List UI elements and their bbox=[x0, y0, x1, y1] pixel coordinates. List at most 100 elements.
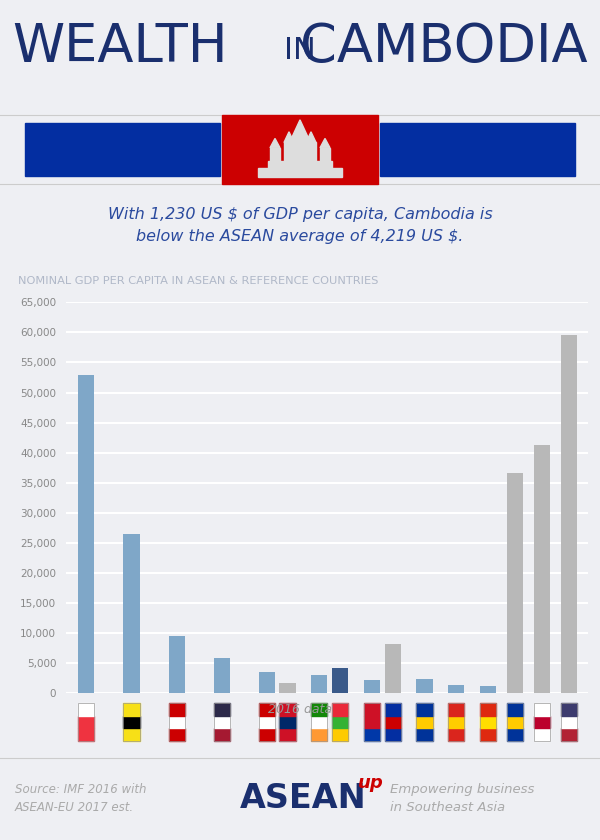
Bar bbox=[280, 716, 296, 728]
Bar bbox=[448, 728, 464, 741]
Text: up: up bbox=[358, 774, 384, 792]
Bar bbox=[479, 685, 496, 693]
Bar bbox=[561, 335, 577, 693]
Bar bbox=[534, 445, 550, 693]
Bar bbox=[416, 703, 433, 741]
Bar bbox=[169, 703, 185, 741]
Bar bbox=[506, 716, 523, 728]
Bar bbox=[124, 728, 140, 741]
Bar bbox=[385, 703, 401, 716]
Bar bbox=[25, 123, 220, 176]
Bar bbox=[169, 636, 185, 693]
Bar bbox=[364, 680, 380, 693]
Bar bbox=[561, 716, 577, 728]
Text: 2016 data: 2016 data bbox=[268, 703, 332, 716]
Bar bbox=[124, 716, 140, 728]
Bar bbox=[332, 703, 349, 741]
Text: WEALTH: WEALTH bbox=[12, 21, 227, 73]
Text: Empowering business
in Southeast Asia: Empowering business in Southeast Asia bbox=[390, 784, 535, 814]
Text: Source: IMF 2016 with
ASEAN-EU 2017 est.: Source: IMF 2016 with ASEAN-EU 2017 est. bbox=[15, 784, 146, 814]
Bar bbox=[448, 685, 464, 693]
Bar bbox=[214, 658, 230, 693]
Bar bbox=[311, 728, 327, 741]
Bar bbox=[214, 728, 230, 741]
Bar bbox=[416, 679, 433, 693]
Bar bbox=[332, 703, 349, 716]
Bar bbox=[364, 703, 380, 741]
Bar bbox=[506, 703, 523, 716]
Bar bbox=[416, 716, 433, 728]
Bar bbox=[78, 703, 94, 741]
Polygon shape bbox=[320, 139, 330, 148]
Bar bbox=[78, 375, 94, 693]
Bar bbox=[78, 716, 94, 728]
Bar bbox=[332, 728, 349, 741]
Bar bbox=[169, 716, 185, 728]
Bar bbox=[561, 703, 577, 716]
Bar bbox=[479, 728, 496, 741]
Bar bbox=[561, 728, 577, 741]
Bar bbox=[292, 137, 308, 161]
Bar bbox=[364, 716, 380, 728]
Bar bbox=[534, 716, 550, 728]
Bar bbox=[268, 161, 332, 168]
Bar bbox=[214, 716, 230, 728]
Text: With 1,230 US $ of GDP per capita, Cambodia is
below the ASEAN average of 4,219 : With 1,230 US $ of GDP per capita, Cambo… bbox=[107, 207, 493, 244]
Bar bbox=[280, 683, 296, 693]
Bar bbox=[479, 703, 496, 741]
Bar bbox=[284, 143, 294, 161]
Bar bbox=[259, 703, 275, 716]
Polygon shape bbox=[284, 132, 294, 143]
Bar bbox=[259, 671, 275, 693]
Bar bbox=[448, 703, 464, 716]
Bar bbox=[311, 703, 327, 741]
Bar bbox=[364, 703, 380, 716]
Bar bbox=[270, 148, 280, 161]
Bar bbox=[259, 728, 275, 741]
Bar bbox=[280, 703, 296, 716]
Bar bbox=[479, 703, 496, 716]
Bar bbox=[385, 703, 401, 741]
Bar bbox=[364, 728, 380, 741]
Bar bbox=[311, 716, 327, 728]
Bar bbox=[124, 534, 140, 693]
Text: IN: IN bbox=[284, 36, 316, 65]
Bar bbox=[380, 123, 575, 176]
Polygon shape bbox=[292, 120, 308, 137]
Bar bbox=[385, 644, 401, 693]
Bar bbox=[124, 703, 140, 741]
Bar bbox=[416, 703, 433, 716]
Bar bbox=[124, 703, 140, 716]
Bar bbox=[78, 728, 94, 741]
Bar bbox=[311, 675, 327, 693]
Bar bbox=[332, 716, 349, 728]
Bar bbox=[534, 703, 550, 716]
Bar bbox=[259, 716, 275, 728]
Bar bbox=[259, 703, 275, 741]
Bar bbox=[332, 668, 349, 693]
Bar bbox=[448, 716, 464, 728]
Bar bbox=[280, 728, 296, 741]
Bar bbox=[479, 716, 496, 728]
Bar bbox=[169, 703, 185, 716]
Bar bbox=[385, 716, 401, 728]
Bar bbox=[448, 703, 464, 741]
Bar bbox=[222, 114, 378, 184]
Bar bbox=[561, 703, 577, 741]
Bar bbox=[416, 728, 433, 741]
Bar bbox=[306, 143, 316, 161]
Bar bbox=[506, 703, 523, 741]
Bar bbox=[214, 703, 230, 741]
Polygon shape bbox=[306, 132, 316, 143]
Bar bbox=[506, 473, 523, 693]
Bar bbox=[534, 703, 550, 741]
Text: CAMBODIA: CAMBODIA bbox=[301, 21, 588, 73]
Text: NOMINAL GDP PER CAPITA IN ASEAN & REFERENCE COUNTRIES: NOMINAL GDP PER CAPITA IN ASEAN & REFERE… bbox=[18, 276, 378, 286]
Text: ASEAN: ASEAN bbox=[240, 782, 367, 816]
Bar bbox=[214, 703, 230, 716]
Bar bbox=[506, 728, 523, 741]
Polygon shape bbox=[270, 139, 280, 148]
Bar bbox=[258, 168, 342, 177]
Bar bbox=[385, 728, 401, 741]
Bar bbox=[534, 728, 550, 741]
